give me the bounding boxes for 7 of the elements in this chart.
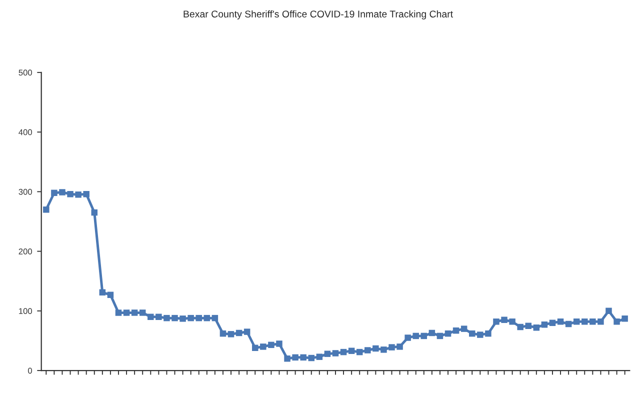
y-tick-label: 400 — [18, 129, 32, 136]
y-tick-label: 200 — [18, 248, 32, 254]
y-tick-label: 500 — [18, 70, 32, 76]
y-tick-label: 300 — [18, 188, 32, 195]
chart-title: Bexar County Sheriff's Office COVID-19 Inmate Tracking Chart — [184, 10, 453, 20]
y-tick-label: 0 — [28, 368, 32, 374]
y-tick-label: 100 — [19, 308, 32, 314]
